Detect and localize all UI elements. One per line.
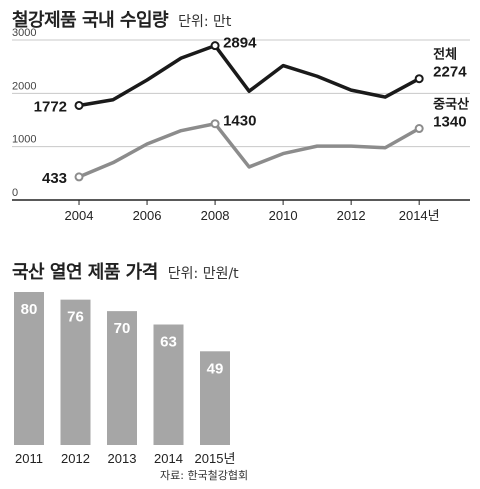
bar-chart-title: 국산 열연 제품 가격 bbox=[12, 262, 158, 283]
bar-category-label: 2015년 bbox=[195, 451, 236, 466]
data-label: 1772 bbox=[34, 98, 67, 115]
bar-value-label: 63 bbox=[160, 334, 177, 351]
line-y-tick-label: 2000 bbox=[12, 80, 36, 92]
line-x-tick-label: 2012 bbox=[337, 208, 366, 223]
data-label: 2274 bbox=[433, 64, 467, 81]
series-line-1 bbox=[77, 121, 421, 179]
data-point-marker bbox=[210, 41, 220, 51]
bar-category-label: 2013 bbox=[108, 451, 137, 466]
line-x-tick-label: 2008 bbox=[201, 208, 230, 223]
line-y-tick-label: 1000 bbox=[12, 134, 36, 146]
bar-category-label: 2014 bbox=[154, 451, 183, 466]
bar bbox=[60, 299, 91, 445]
line-chart-title-row: 철강제품 국내 수입량 단위: 만t bbox=[12, 6, 231, 32]
data-point-marker bbox=[210, 119, 220, 129]
line-x-tick-label: 2006 bbox=[133, 208, 162, 223]
line-x-tick-label: 2010 bbox=[269, 208, 298, 223]
line-y-tick-label: 0 bbox=[12, 187, 18, 199]
data-point-marker bbox=[74, 172, 84, 182]
source-note: 자료: 한국철강협회 bbox=[160, 469, 249, 482]
bar-chart-title-row: 국산 열연 제품 가격 단위: 만원/t bbox=[12, 258, 239, 284]
line-x-tick-label: 2014년 bbox=[399, 208, 440, 223]
bar-category-label: 2012 bbox=[61, 451, 90, 466]
bar-value-label: 80 bbox=[21, 301, 38, 318]
bar-category-label: 2011 bbox=[15, 451, 43, 466]
bar bbox=[14, 292, 44, 445]
line-chart-title: 철강제품 국내 수입량 bbox=[12, 10, 169, 31]
bar-chart-unit: 단위: 만원/t bbox=[167, 266, 239, 282]
data-point-marker bbox=[414, 124, 424, 134]
line-chart-unit: 단위: 만t bbox=[178, 14, 232, 30]
bar bbox=[153, 324, 184, 445]
data-label: 1340 bbox=[433, 114, 466, 131]
bar-value-label: 49 bbox=[207, 360, 224, 377]
data-point-marker bbox=[74, 100, 84, 110]
data-point-marker bbox=[414, 74, 424, 84]
bar-value-label: 70 bbox=[114, 320, 131, 337]
data-label: 1430 bbox=[223, 113, 256, 130]
line-y-tick-label: 3000 bbox=[12, 27, 36, 39]
series-name-label: 중국산 bbox=[433, 97, 469, 112]
data-label: 433 bbox=[42, 170, 67, 187]
series-name-label: 전체 bbox=[433, 47, 457, 62]
bar bbox=[200, 351, 230, 445]
series-line-0 bbox=[77, 43, 421, 108]
line-x-tick-label: 2004 bbox=[65, 208, 94, 223]
bar bbox=[107, 311, 137, 445]
bar-value-label: 76 bbox=[67, 309, 84, 326]
data-label: 2894 bbox=[223, 35, 257, 52]
